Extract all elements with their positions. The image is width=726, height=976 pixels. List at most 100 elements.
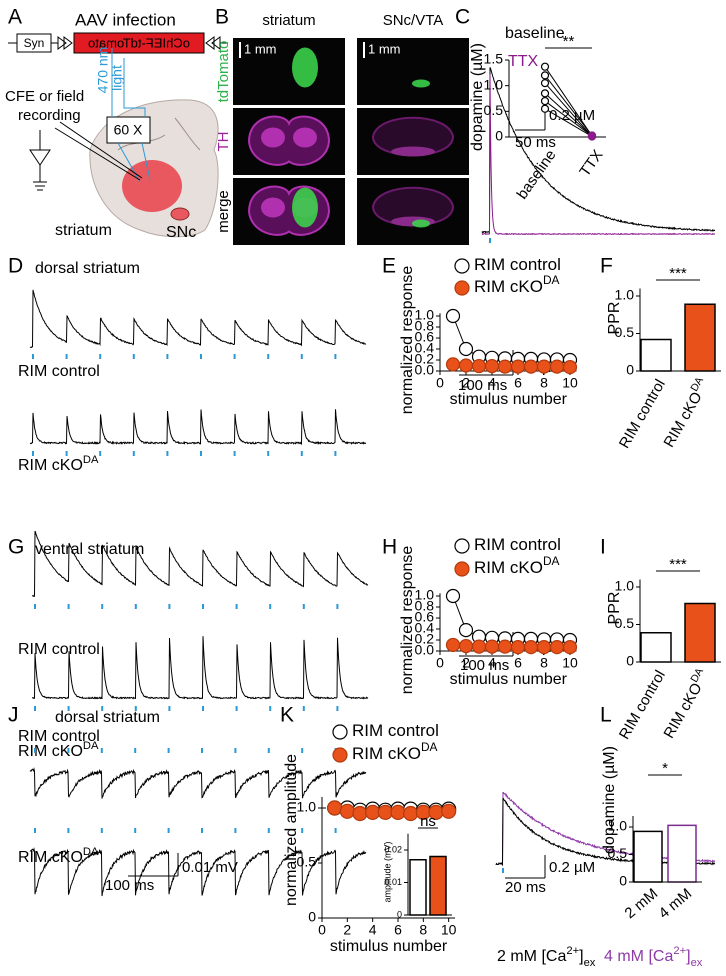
label: RIM control: [18, 363, 100, 380]
pair-line: [544, 108, 593, 137]
label: TH: [215, 132, 232, 152]
label: 0.01 mV: [182, 859, 238, 876]
panel-label: G: [8, 536, 24, 559]
y-tick-label: 0.5: [608, 845, 628, 861]
label-part: RIM cKO: [352, 744, 421, 763]
point: [540, 96, 550, 106]
th-stain: [293, 127, 317, 148]
marker: [523, 359, 539, 374]
marker: [445, 637, 461, 653]
x-tick-label: 6: [514, 375, 522, 391]
label-part: RIM cKO: [18, 457, 83, 474]
marker: [445, 588, 461, 604]
bar: [640, 632, 672, 663]
label: striatum: [55, 222, 112, 239]
x-tick-label: 2: [343, 922, 351, 938]
label-part: RIM control: [18, 363, 100, 380]
label: RIM cKODA: [18, 740, 99, 760]
marker: [549, 640, 565, 655]
marker: [562, 640, 578, 655]
label-part: ]: [686, 948, 690, 965]
panel-label: J: [8, 704, 19, 727]
marker: [523, 640, 539, 655]
marker: [458, 622, 474, 638]
label: RIM cKODA: [18, 454, 99, 474]
y-tick-label: 1.5: [484, 51, 504, 67]
micrograph: [233, 38, 345, 105]
bar: [684, 303, 716, 372]
legend-marker: [332, 724, 348, 740]
y-axis-label: PPR: [606, 302, 623, 335]
th-stain: [391, 146, 435, 157]
x-tick-label: 10: [441, 922, 457, 938]
marker: [377, 804, 393, 821]
x-axis-label: stimulus number: [450, 671, 568, 688]
marker: [484, 639, 500, 654]
bar: [640, 338, 672, 372]
construct-box: [73, 32, 205, 54]
y-tick-label: 1.0: [608, 818, 628, 834]
panel-label: I: [600, 536, 606, 559]
loxp: [57, 36, 73, 50]
panel-label: E: [382, 255, 396, 278]
y-tick-label: 1.0: [297, 799, 317, 815]
label: 20 ms: [505, 879, 546, 896]
y-tick-label: 0.5: [297, 854, 317, 870]
y-axis-label: normalized response: [399, 266, 416, 415]
significance: *: [662, 760, 668, 777]
x-tick-label: 0: [436, 375, 444, 391]
marker: [536, 359, 552, 374]
legend-marker: [454, 280, 470, 296]
y-axis-label: normalized amplitude: [283, 754, 300, 906]
legend-label: TTX: [508, 53, 539, 70]
y-tick-label: 0.6: [415, 329, 435, 345]
label-sup: 2+: [673, 945, 686, 957]
marker: [510, 359, 526, 374]
label-part: RIM cKO: [18, 743, 83, 760]
marker: [445, 308, 461, 324]
point: [540, 104, 550, 113]
legend-label: RIM control: [474, 535, 561, 554]
marker: [390, 804, 406, 821]
panel-label: C: [455, 6, 470, 29]
marker: [510, 640, 526, 655]
label: AAV infection: [75, 10, 176, 29]
label: Syn: [24, 36, 45, 50]
trace: [29, 289, 367, 349]
marker: [484, 358, 500, 374]
bar: [429, 855, 447, 916]
label-sup: DA: [83, 454, 99, 466]
y-axis-label: normalized response: [399, 546, 416, 695]
y-tick-label: 0.2: [415, 351, 435, 367]
legend-label: RIM control: [352, 721, 439, 740]
th-stain: [371, 186, 455, 227]
panel-label: H: [382, 536, 397, 559]
label: 470 nm: [95, 47, 111, 94]
label-sup: 2+: [566, 945, 579, 957]
label: 1 mm: [368, 41, 401, 56]
point: [540, 71, 550, 80]
y-tick-label: 1.0: [415, 307, 435, 323]
label-sub: ex: [691, 957, 703, 969]
significance: ***: [669, 556, 687, 573]
x-tick-label: 4: [488, 375, 496, 391]
panel-label: L: [600, 704, 612, 727]
point: [587, 132, 597, 141]
trace: [32, 530, 369, 598]
panel-label: K: [280, 704, 294, 727]
y-tick-label: 0.02: [384, 844, 402, 854]
label-part: RIM control: [18, 641, 100, 658]
pair-line: [544, 100, 593, 137]
marker: [562, 360, 578, 375]
panel-label: F: [600, 255, 613, 278]
snc: [170, 207, 190, 221]
x-axis-label: stimulus number: [450, 391, 568, 408]
legend-label: RIM cKODA: [474, 554, 560, 577]
th-stain: [261, 127, 285, 148]
panel-label: A: [8, 6, 22, 29]
striatum: [122, 160, 182, 212]
x-tick-label: 6: [394, 922, 402, 938]
marker: [497, 639, 513, 654]
label-part: RIM cKO: [474, 558, 543, 577]
light-path: [111, 48, 151, 183]
